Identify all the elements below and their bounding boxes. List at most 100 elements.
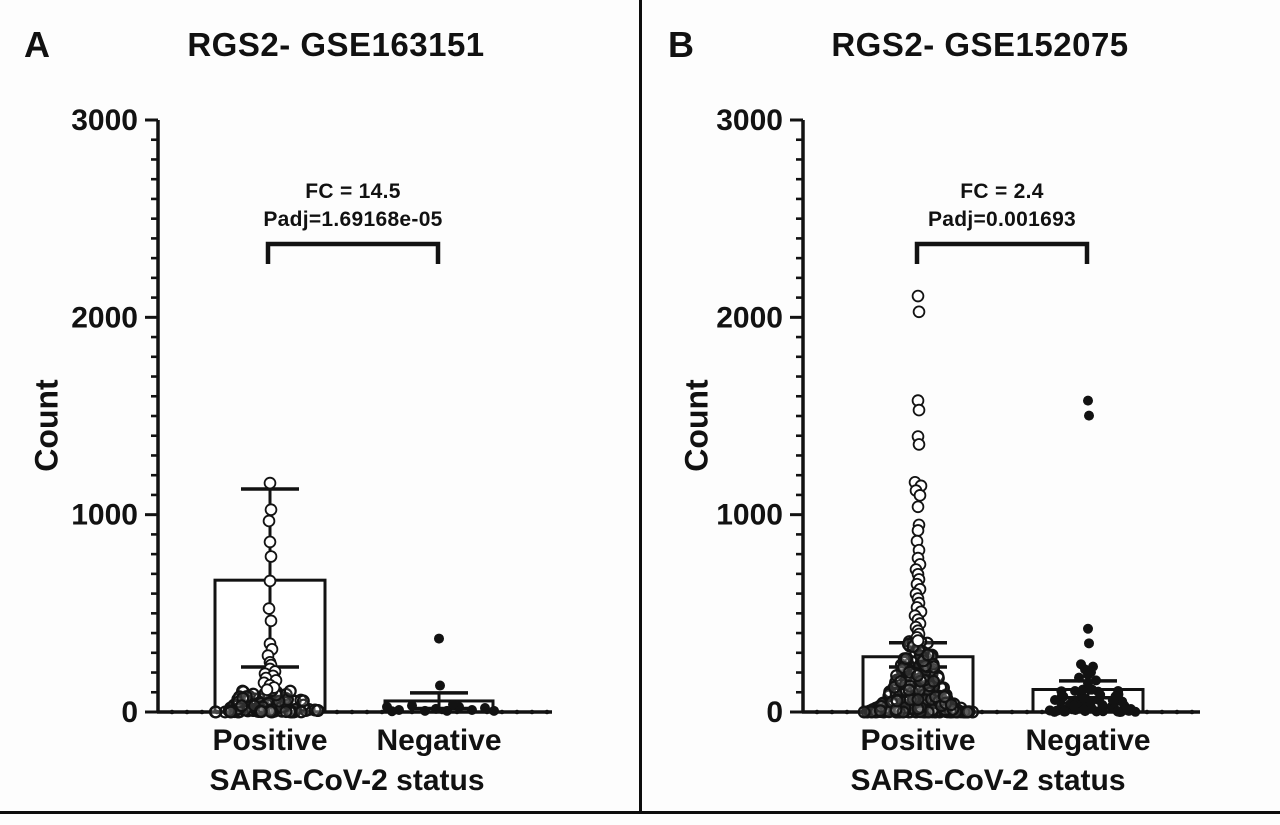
scatter-point [960,705,974,719]
x-axis-tick-dot [169,709,175,715]
scatter-point [894,675,908,689]
panel-b-x-axis-title: SARS-CoV-2 status [850,764,1126,797]
scatter-point [944,698,958,712]
x-axis-tick-dot [1039,709,1045,715]
scatter-point [442,705,452,716]
scatter-point [387,706,397,717]
scatter-point [1059,706,1070,717]
panel-b-category-negative: Negative [1025,724,1151,757]
scatter-point [1078,693,1089,704]
panel-a-plot: 0 1000 2000 3000 [71,104,552,729]
scatter-point [911,500,925,514]
scatter-point [407,700,417,711]
panel-b-category-positive: Positive [860,724,976,757]
y-tick-label: 1000 [716,499,783,532]
scatter-point [912,438,926,451]
scatter-point [1069,700,1080,711]
scatter-point [1093,694,1104,705]
scatter-point [254,705,268,719]
scatter-point [489,705,499,716]
scatter-point [1112,706,1123,717]
bottom-rule-line [0,811,1280,814]
scatter-point [294,705,308,719]
y-tick-label: 2000 [71,301,138,334]
scatter-point [899,652,913,666]
points-positive [857,289,980,719]
x-axis-tick-dot [199,709,205,715]
x-axis-tick-dot [364,709,370,715]
scatter-point [1083,395,1093,406]
scatter-point [434,633,444,644]
scatter-point [420,705,430,716]
scatter-point [1086,703,1097,714]
points-positive [208,476,325,719]
panel-b-y-axis-title: Count [678,379,715,472]
scatter-point [1074,672,1084,683]
panel-a-letter: A [24,24,51,65]
scatter-point [857,705,871,719]
scatter-point [902,683,916,697]
scatter-point [279,705,293,719]
y-tick-label: 3000 [716,104,783,137]
y-ticks: 0 1000 2000 3000 [71,104,158,729]
panel-b-padj-label: Padj=0.001693 [927,208,1077,231]
panel-a-x-axis-title: SARS-CoV-2 status [209,764,485,797]
y-tick-label: 0 [766,696,783,729]
x-axis-tick-dot [979,709,985,715]
points-negative [1044,395,1141,717]
x-axis-tick-dot [994,709,1000,715]
scatter-point [912,305,926,319]
scatter-point [260,683,274,697]
scatter-point [263,476,277,490]
panel-divider-line [639,0,642,812]
scatter-point [1091,675,1101,686]
scatter-point [272,694,286,708]
scatter-point [1070,686,1081,697]
panel-a-padj-label: Padj=1.69168e-05 [263,208,443,231]
y-ticks: 0 1000 2000 3000 [716,104,803,729]
scatter-point [209,705,223,719]
x-axis-tick-dot [184,709,190,715]
x-axis-tick-dot [1009,709,1015,715]
x-axis-tick-dot [1159,709,1165,715]
scatter-point [480,703,490,714]
scatter-point [913,489,927,502]
scatter-point [264,550,278,563]
x-axis-tick-dot [1189,709,1195,715]
scatter-point [263,574,277,588]
scatter-point [1049,706,1060,717]
scatter-point [262,514,276,528]
x-axis-tick-dot [1144,709,1150,715]
significance-bracket [914,241,1090,264]
scatter-point [890,694,904,708]
x-axis-tick-dot [499,709,505,715]
x-axis-tick-dot [214,709,220,715]
x-axis-tick-dot [349,709,355,715]
scatter-point [448,699,458,710]
scatter-point [912,403,926,417]
significance-bracket [265,241,441,264]
panel-a-category-positive: Positive [212,724,328,757]
scatter-point [264,614,278,628]
scatter-point [911,702,925,716]
y-tick-label: 1000 [71,499,138,532]
panel-a-title: RGS2- GSE163151 [187,26,485,63]
x-axis-tick-dot [529,709,535,715]
scatter-point [283,684,297,698]
x-axis-tick-dot [334,709,340,715]
y-tick-label: 3000 [71,104,138,137]
panel-a-y-axis-title: Count [28,379,65,472]
scatter-point [911,289,925,303]
scatter-point [262,602,276,615]
scatter-point [297,698,311,712]
scatter-point [224,705,238,719]
scatter-point [1058,691,1069,702]
y-tick-label: 2000 [716,301,783,334]
scatter-point [927,674,941,688]
x-axis-tick-dot [1174,709,1180,715]
y-tick-label: 0 [121,696,138,729]
scatter-point [911,693,925,707]
scatter-point [264,503,278,517]
scatter-point [921,648,935,662]
